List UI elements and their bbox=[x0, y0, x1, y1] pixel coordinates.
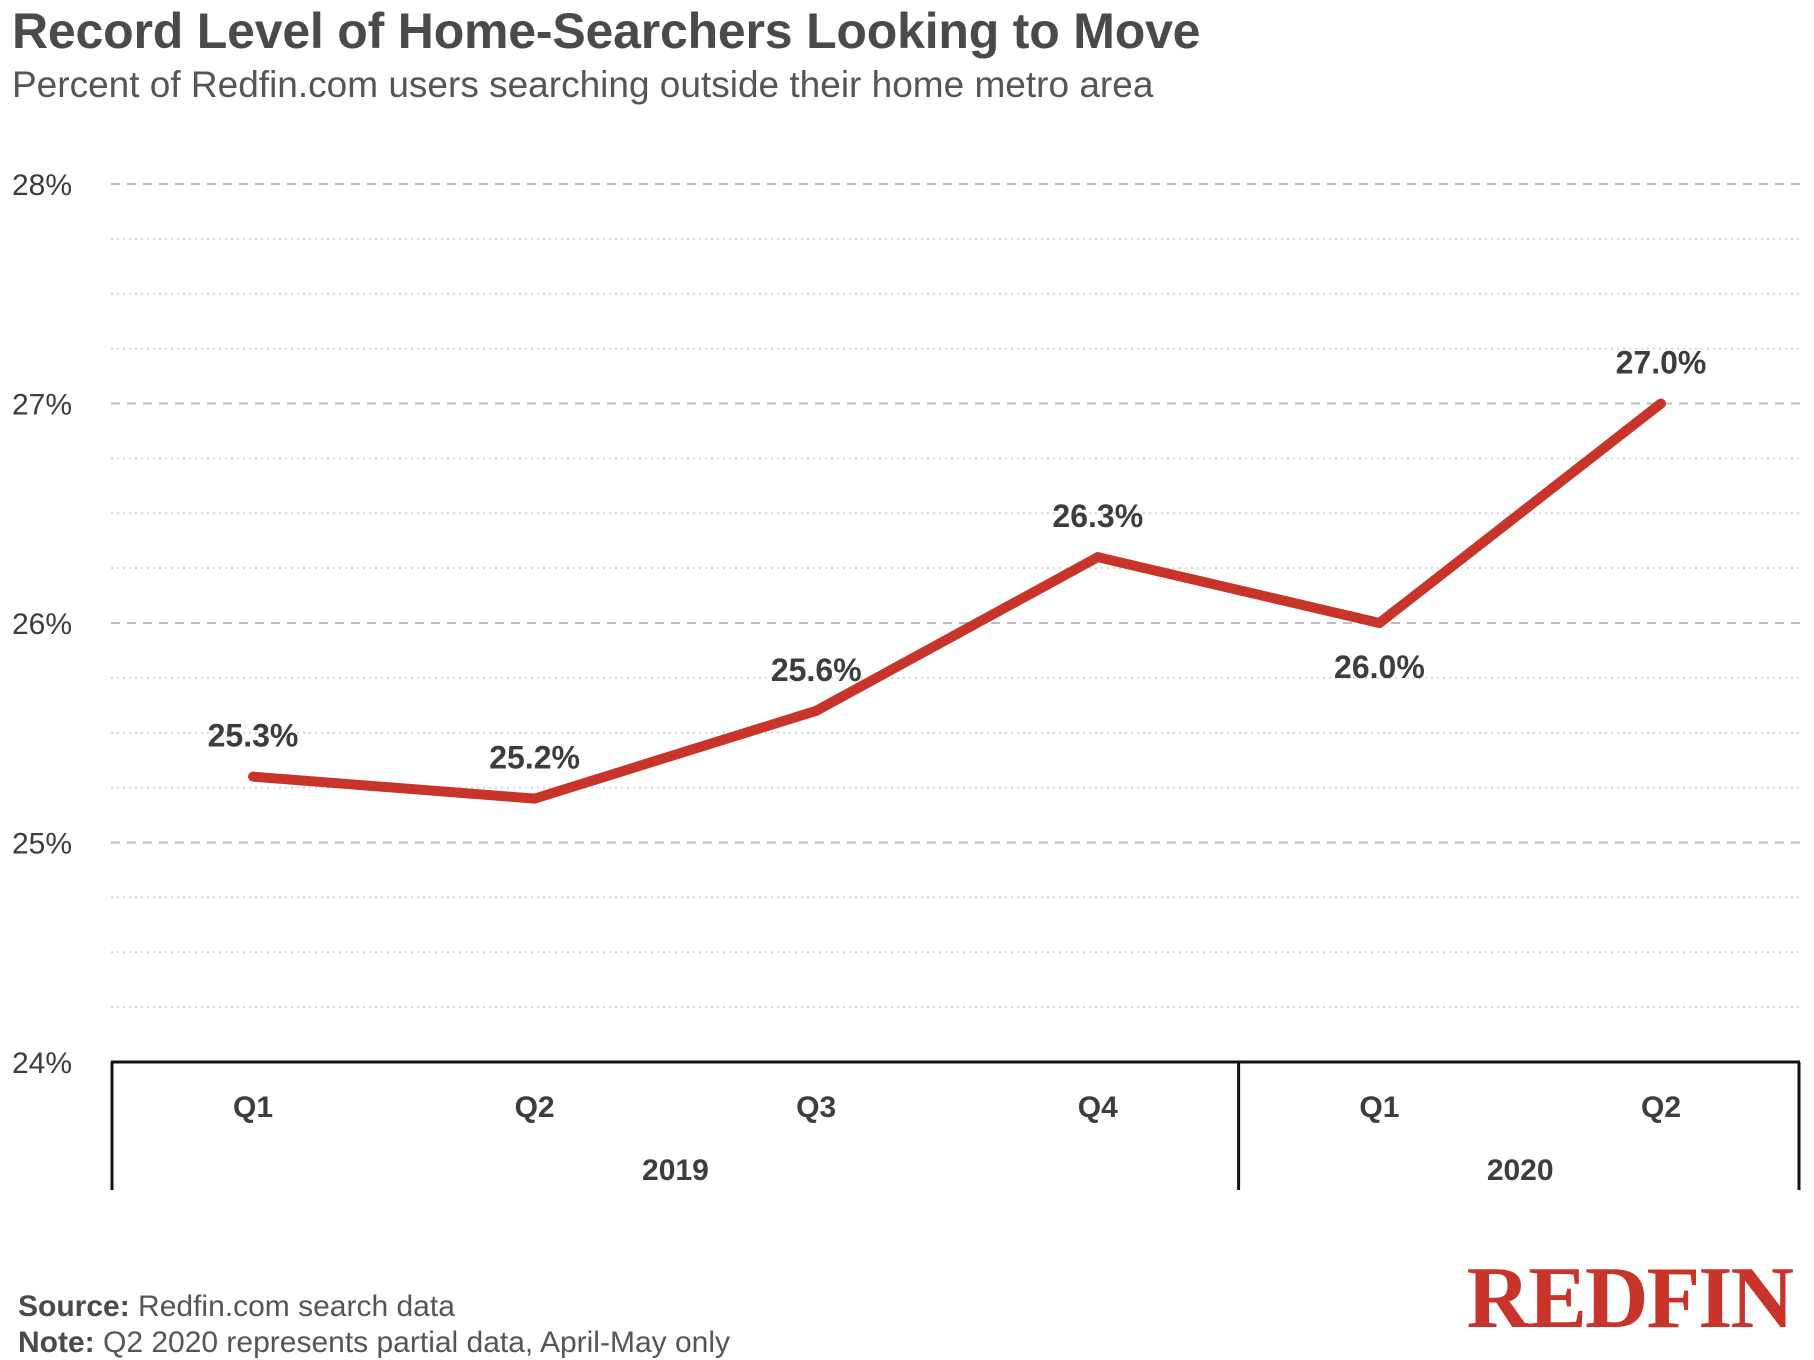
chart-title: Record Level of Home-Searchers Looking t… bbox=[12, 3, 1201, 59]
data-point bbox=[1374, 618, 1385, 628]
redfin-logo: REDFIN bbox=[1466, 1250, 1794, 1347]
data-label: 26.0% bbox=[1334, 649, 1425, 685]
y-tick-label: 24% bbox=[12, 1047, 72, 1080]
x-tick-label: Q3 bbox=[796, 1091, 836, 1124]
x-tick-label: Q2 bbox=[515, 1091, 555, 1124]
data-label: 25.6% bbox=[771, 652, 862, 688]
series-line bbox=[252, 399, 1665, 804]
x-group-label: 2020 bbox=[1487, 1154, 1554, 1187]
note-label: Note: bbox=[18, 1326, 95, 1359]
data-point bbox=[811, 705, 822, 716]
data-label: 25.2% bbox=[489, 740, 580, 776]
note: Note: Q2 2020 represents partial data, A… bbox=[18, 1326, 730, 1360]
data-label: 25.3% bbox=[208, 718, 299, 754]
data-point bbox=[1092, 552, 1103, 563]
data-point bbox=[248, 771, 258, 782]
data-point bbox=[529, 793, 540, 804]
x-tick-label: Q4 bbox=[1078, 1091, 1118, 1124]
source-text: Redfin.com search data bbox=[138, 1290, 455, 1323]
y-tick-label: 26% bbox=[12, 608, 72, 641]
source-note: Source: Redfin.com search data bbox=[18, 1290, 455, 1324]
chart-subtitle: Percent of Redfin.com users searching ou… bbox=[12, 64, 1154, 105]
source-label: Source: bbox=[18, 1290, 130, 1323]
data-label: 27.0% bbox=[1616, 345, 1707, 381]
y-tick-label: 25% bbox=[12, 828, 72, 861]
note-text: Q2 2020 represents partial data, April-M… bbox=[103, 1326, 730, 1359]
data-point bbox=[1656, 398, 1666, 409]
x-tick-label: Q2 bbox=[1641, 1091, 1681, 1124]
x-tick-label: Q1 bbox=[233, 1091, 273, 1124]
data-label: 26.3% bbox=[1052, 498, 1143, 534]
y-tick-label: 28% bbox=[12, 169, 72, 202]
x-tick-label: Q1 bbox=[1359, 1091, 1399, 1124]
y-tick-label: 27% bbox=[12, 389, 72, 422]
x-group-label: 2019 bbox=[642, 1154, 709, 1187]
